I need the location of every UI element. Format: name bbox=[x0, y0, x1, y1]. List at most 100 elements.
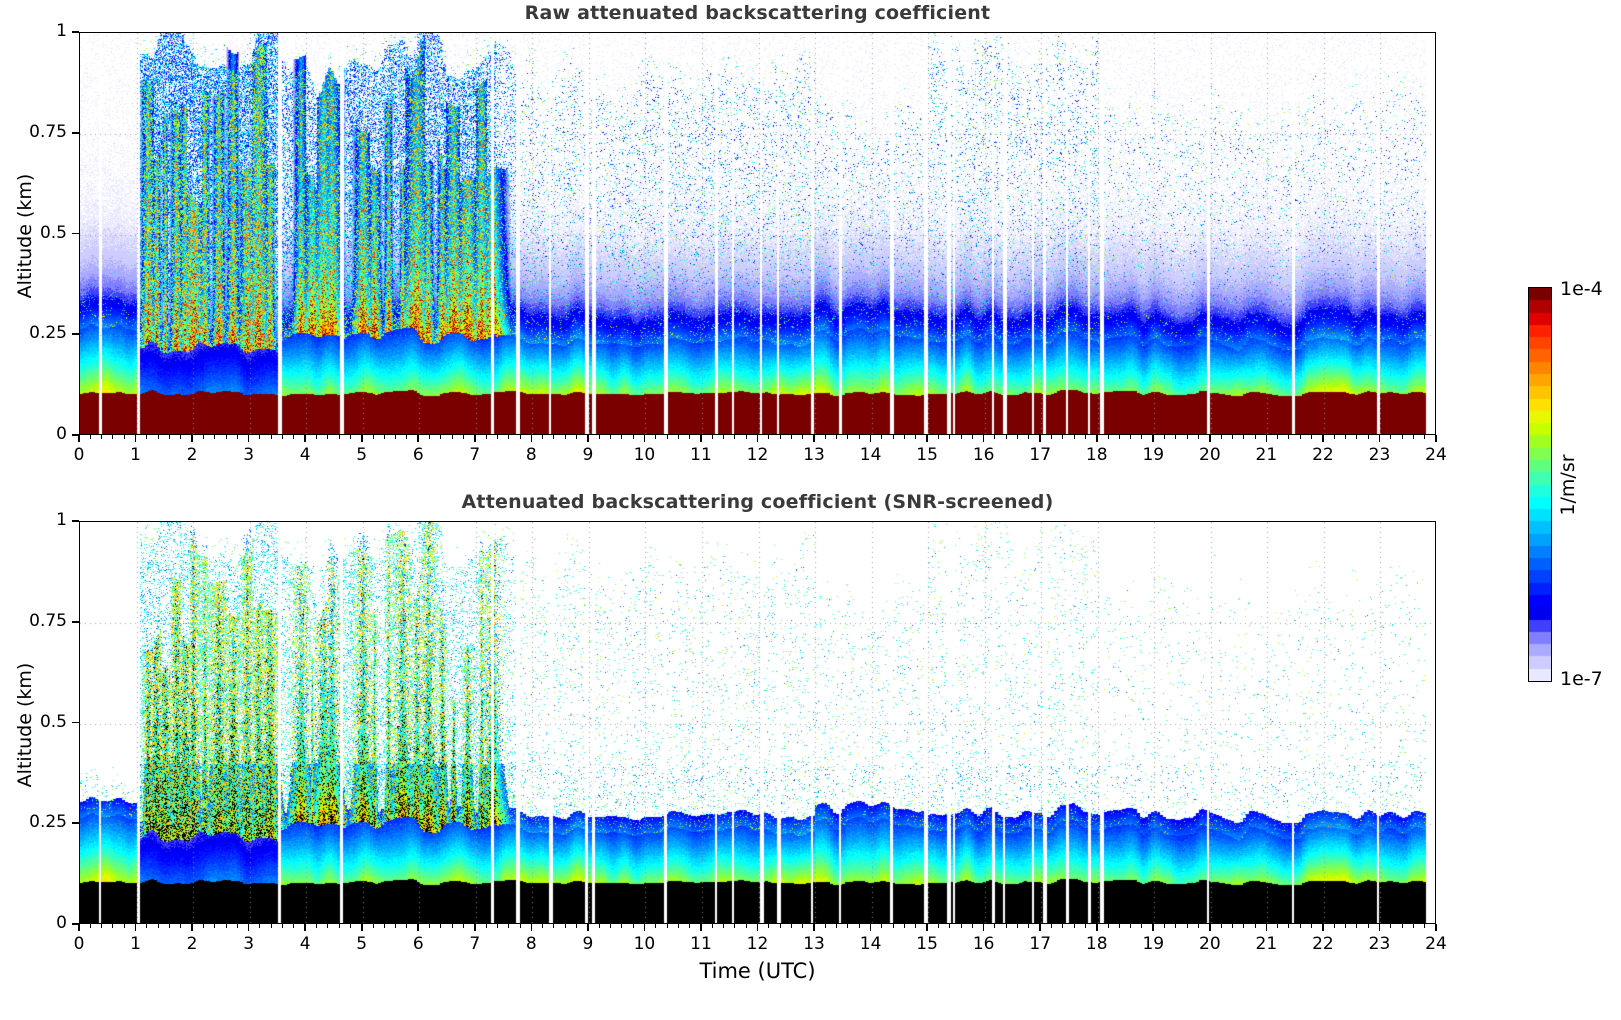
x-tick bbox=[134, 924, 137, 931]
x-minor-tick bbox=[429, 435, 431, 439]
x-minor-tick bbox=[1084, 924, 1086, 928]
x-minor-tick bbox=[1254, 924, 1256, 928]
x-tick bbox=[360, 924, 363, 931]
x-minor-tick bbox=[1424, 924, 1426, 928]
x-minor-tick bbox=[1288, 924, 1290, 928]
x-minor-tick bbox=[745, 924, 747, 928]
x-minor-tick bbox=[858, 924, 860, 928]
x-tick bbox=[1322, 435, 1324, 442]
x-minor-tick bbox=[1367, 435, 1369, 439]
x-minor-tick bbox=[1028, 924, 1030, 928]
x-minor-tick bbox=[937, 435, 939, 439]
y-tick-label: 0.5 bbox=[39, 711, 67, 732]
x-tick bbox=[1435, 435, 1437, 442]
x-tick-label: 16 bbox=[972, 934, 995, 954]
x-tick-label: 20 bbox=[1199, 445, 1221, 465]
x-minor-tick bbox=[1333, 924, 1335, 928]
y-tick bbox=[72, 620, 79, 623]
x-minor-tick bbox=[214, 924, 216, 928]
x-tick-label: 18 bbox=[1085, 445, 1108, 465]
x-minor-tick bbox=[666, 435, 668, 439]
plot-area-screened[interactable] bbox=[79, 521, 1436, 924]
panel-title-screened: Attenuated backscattering coefficient (S… bbox=[461, 491, 1054, 513]
x-tick bbox=[360, 435, 363, 442]
x-minor-tick bbox=[1130, 924, 1132, 928]
x-minor-tick bbox=[259, 924, 261, 928]
x-tick bbox=[134, 435, 137, 442]
x-minor-tick bbox=[1345, 924, 1347, 928]
y-tick bbox=[72, 520, 79, 522]
x-minor-tick bbox=[892, 924, 894, 928]
x-tick-label: 7 bbox=[469, 445, 481, 465]
x-minor-tick bbox=[1299, 924, 1301, 928]
x-minor-tick bbox=[1412, 435, 1414, 439]
x-tick bbox=[587, 435, 589, 442]
x-minor-tick bbox=[949, 924, 951, 928]
x-tick-label: 0 bbox=[73, 445, 85, 465]
x-minor-tick bbox=[915, 435, 917, 439]
x-minor-tick bbox=[802, 924, 804, 928]
x-minor-tick bbox=[168, 435, 170, 439]
x-minor-tick bbox=[372, 924, 374, 928]
x-minor-tick bbox=[881, 435, 883, 439]
x-tick bbox=[417, 435, 420, 442]
x-tick-label: 5 bbox=[356, 445, 368, 465]
x-minor-tick bbox=[451, 924, 453, 928]
x-minor-tick bbox=[1311, 924, 1313, 928]
x-tick bbox=[1265, 435, 1268, 442]
x-tick-label: 3 bbox=[243, 445, 255, 465]
x-minor-tick bbox=[971, 435, 973, 439]
x-minor-tick bbox=[146, 924, 148, 928]
x-tick bbox=[587, 924, 589, 931]
x-minor-tick bbox=[1005, 435, 1007, 439]
x-minor-tick bbox=[89, 435, 91, 439]
x-minor-tick bbox=[824, 924, 826, 928]
x-tick-label: 11 bbox=[690, 445, 712, 465]
x-minor-tick bbox=[1231, 435, 1233, 439]
x-minor-tick bbox=[1084, 435, 1086, 439]
x-tick-label: 6 bbox=[412, 934, 424, 954]
y-tick-label: 0.75 bbox=[29, 610, 67, 631]
x-minor-tick bbox=[734, 924, 736, 928]
x-minor-tick bbox=[1345, 435, 1347, 439]
x-minor-tick bbox=[1141, 435, 1143, 439]
x-minor-tick bbox=[508, 924, 510, 928]
x-minor-tick bbox=[666, 924, 668, 928]
x-minor-tick bbox=[711, 435, 713, 439]
x-minor-tick bbox=[960, 435, 962, 439]
x-minor-tick bbox=[429, 924, 431, 928]
x-minor-tick bbox=[349, 435, 351, 439]
x-minor-tick bbox=[689, 924, 691, 928]
x-minor-tick bbox=[1073, 435, 1075, 439]
x-tick-label: 20 bbox=[1199, 934, 1221, 954]
x-minor-tick bbox=[542, 924, 544, 928]
x-tick bbox=[247, 435, 250, 442]
x-tick bbox=[1378, 924, 1381, 931]
x-minor-tick bbox=[383, 924, 385, 928]
x-minor-tick bbox=[485, 435, 487, 439]
x-tick bbox=[756, 924, 759, 931]
y-tick-label: 0.5 bbox=[39, 222, 67, 243]
x-minor-tick bbox=[236, 924, 238, 928]
plot-area-raw[interactable] bbox=[79, 32, 1436, 435]
x-tick-label: 1 bbox=[130, 934, 141, 954]
x-minor-tick bbox=[1220, 924, 1222, 928]
y-tick bbox=[72, 822, 79, 825]
x-tick-label: 12 bbox=[746, 934, 769, 954]
x-tick-label: 5 bbox=[356, 934, 368, 954]
x-minor-tick bbox=[157, 435, 159, 439]
x-minor-tick bbox=[327, 435, 329, 439]
x-minor-tick bbox=[338, 435, 340, 439]
x-minor-tick bbox=[949, 435, 951, 439]
x-minor-tick bbox=[655, 924, 657, 928]
colorbar[interactable] bbox=[1528, 287, 1552, 682]
x-tick bbox=[1039, 924, 1041, 931]
x-minor-tick bbox=[293, 924, 295, 928]
x-tick-label: 1 bbox=[130, 445, 141, 465]
x-minor-tick bbox=[1051, 924, 1053, 928]
x-minor-tick bbox=[293, 435, 295, 439]
x-axis-label: Time (UTC) bbox=[699, 959, 816, 983]
x-tick bbox=[78, 924, 80, 931]
x-minor-tick bbox=[802, 435, 804, 439]
